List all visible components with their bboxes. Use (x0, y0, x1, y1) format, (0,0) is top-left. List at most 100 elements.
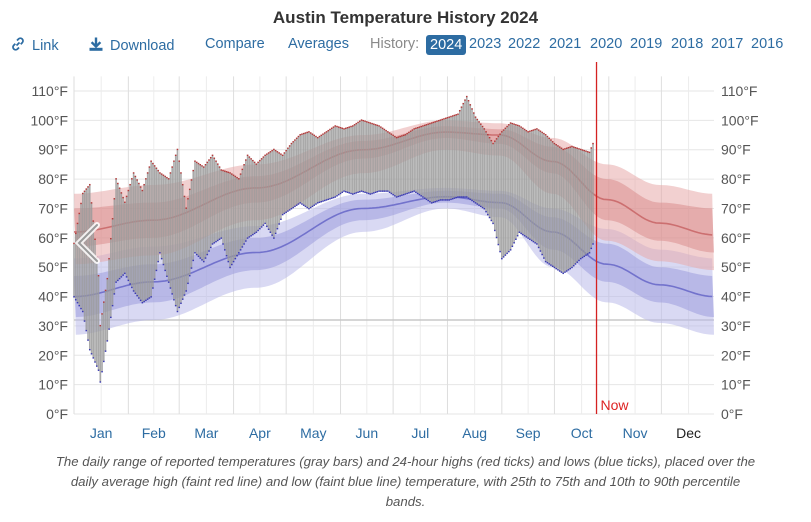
daily-range-bar (550, 140, 552, 265)
daily-range-bar (439, 120, 442, 200)
month-label-apr: Apr (249, 425, 271, 441)
y-tick-label-left: 10°F (38, 377, 68, 393)
daily-high-tick (485, 131, 487, 133)
year-2016[interactable]: 2016 (751, 36, 784, 52)
daily-high-tick (274, 149, 277, 152)
daily-range-bar (239, 174, 242, 250)
daily-high-tick (399, 135, 401, 138)
daily-high-tick (536, 128, 538, 130)
daily-low-tick (544, 260, 547, 263)
daily-range-bar (257, 162, 259, 231)
daily-range-bar (394, 136, 396, 196)
daily-low-tick (543, 257, 545, 259)
daily-high-tick (104, 289, 107, 292)
daily-low-tick (506, 252, 508, 255)
daily-range-bar (125, 196, 128, 277)
daily-high-tick (257, 161, 259, 164)
year-2017[interactable]: 2017 (711, 36, 744, 52)
daily-range-bar (415, 128, 417, 193)
link-button[interactable]: Link (10, 36, 59, 56)
daily-high-tick (276, 151, 279, 153)
daily-high-tick (132, 172, 135, 174)
daily-low-tick (413, 190, 415, 192)
daily-low-tick (450, 198, 452, 201)
daily-high-tick (576, 147, 579, 149)
daily-range-bar (74, 233, 77, 300)
daily-range-bar (222, 170, 224, 244)
daily-range-bar (401, 136, 403, 195)
daily-high-tick (285, 149, 287, 152)
daily-high-tick (181, 183, 184, 186)
daily-low-tick (395, 196, 398, 198)
daily-low-tick (548, 263, 550, 265)
daily-low-tick (229, 266, 231, 269)
daily-low-tick (283, 212, 286, 215)
daily-range-bar (287, 148, 289, 211)
daily-low-tick (469, 198, 472, 201)
daily-high-tick (166, 176, 168, 179)
daily-range-bar (131, 179, 133, 288)
daily-low-tick (492, 222, 494, 225)
daily-high-tick (295, 137, 298, 139)
year-2024[interactable]: 2024 (426, 35, 467, 55)
daily-range-bar (304, 133, 307, 207)
daily-low-tick (383, 190, 386, 192)
daily-low-tick (294, 205, 296, 208)
daily-high-tick (153, 165, 156, 167)
daily-high-tick (418, 126, 421, 128)
daily-high-tick (534, 128, 536, 131)
month-label-oct: Oct (571, 425, 593, 441)
daily-range-bar (513, 124, 515, 243)
daily-low-tick (334, 196, 337, 198)
daily-high-tick (443, 118, 445, 120)
daily-high-tick (139, 186, 142, 188)
daily-range-bar (297, 136, 300, 204)
daily-range-bar (83, 191, 86, 321)
daily-low-tick (502, 256, 505, 258)
daily-low-tick (425, 198, 428, 201)
daily-range-bar (190, 180, 193, 268)
daily-range-bar (523, 129, 526, 236)
daily-high-tick (457, 113, 459, 115)
daily-low-tick (259, 228, 261, 230)
daily-high-tick (246, 154, 249, 156)
daily-range-bar (162, 175, 165, 265)
previous-year-arrow[interactable] (74, 222, 100, 264)
download-button[interactable]: Download (88, 36, 175, 56)
daily-low-tick (318, 201, 321, 203)
daily-range-bar (204, 165, 207, 258)
daily-range-bar (529, 131, 531, 239)
daily-high-tick (92, 220, 95, 222)
daily-range-bar (590, 148, 593, 249)
daily-high-tick (73, 242, 75, 245)
daily-low-tick (152, 287, 154, 289)
daily-high-tick (302, 132, 305, 135)
year-2021[interactable]: 2021 (549, 36, 582, 52)
year-2019[interactable]: 2019 (630, 36, 663, 52)
daily-range-bar (290, 143, 293, 209)
averages-link[interactable]: Averages (288, 36, 349, 52)
compare-link[interactable]: Compare (205, 36, 265, 52)
daily-low-tick (115, 281, 117, 283)
daily-low-tick (565, 270, 568, 272)
year-2023[interactable]: 2023 (469, 36, 502, 52)
daily-range-bar (504, 128, 507, 255)
daily-range-bar (134, 176, 137, 294)
daily-high-tick (422, 125, 424, 127)
daily-low-tick (423, 197, 426, 199)
daily-high-tick (360, 119, 363, 121)
year-2020[interactable]: 2020 (590, 36, 623, 52)
daily-high-tick (374, 124, 377, 126)
daily-high-tick (397, 136, 400, 138)
year-2018[interactable]: 2018 (671, 36, 704, 52)
daily-high-tick (160, 173, 163, 175)
daily-range-bar (187, 199, 189, 284)
y-tick-label-left: 50°F (38, 259, 68, 275)
daily-high-tick (432, 121, 435, 124)
daily-high-tick (392, 134, 394, 137)
daily-high-tick (234, 175, 237, 178)
daily-low-tick (132, 290, 135, 292)
daily-high-tick (476, 118, 479, 121)
daily-range-bar (160, 174, 163, 259)
year-2022[interactable]: 2022 (508, 36, 541, 52)
